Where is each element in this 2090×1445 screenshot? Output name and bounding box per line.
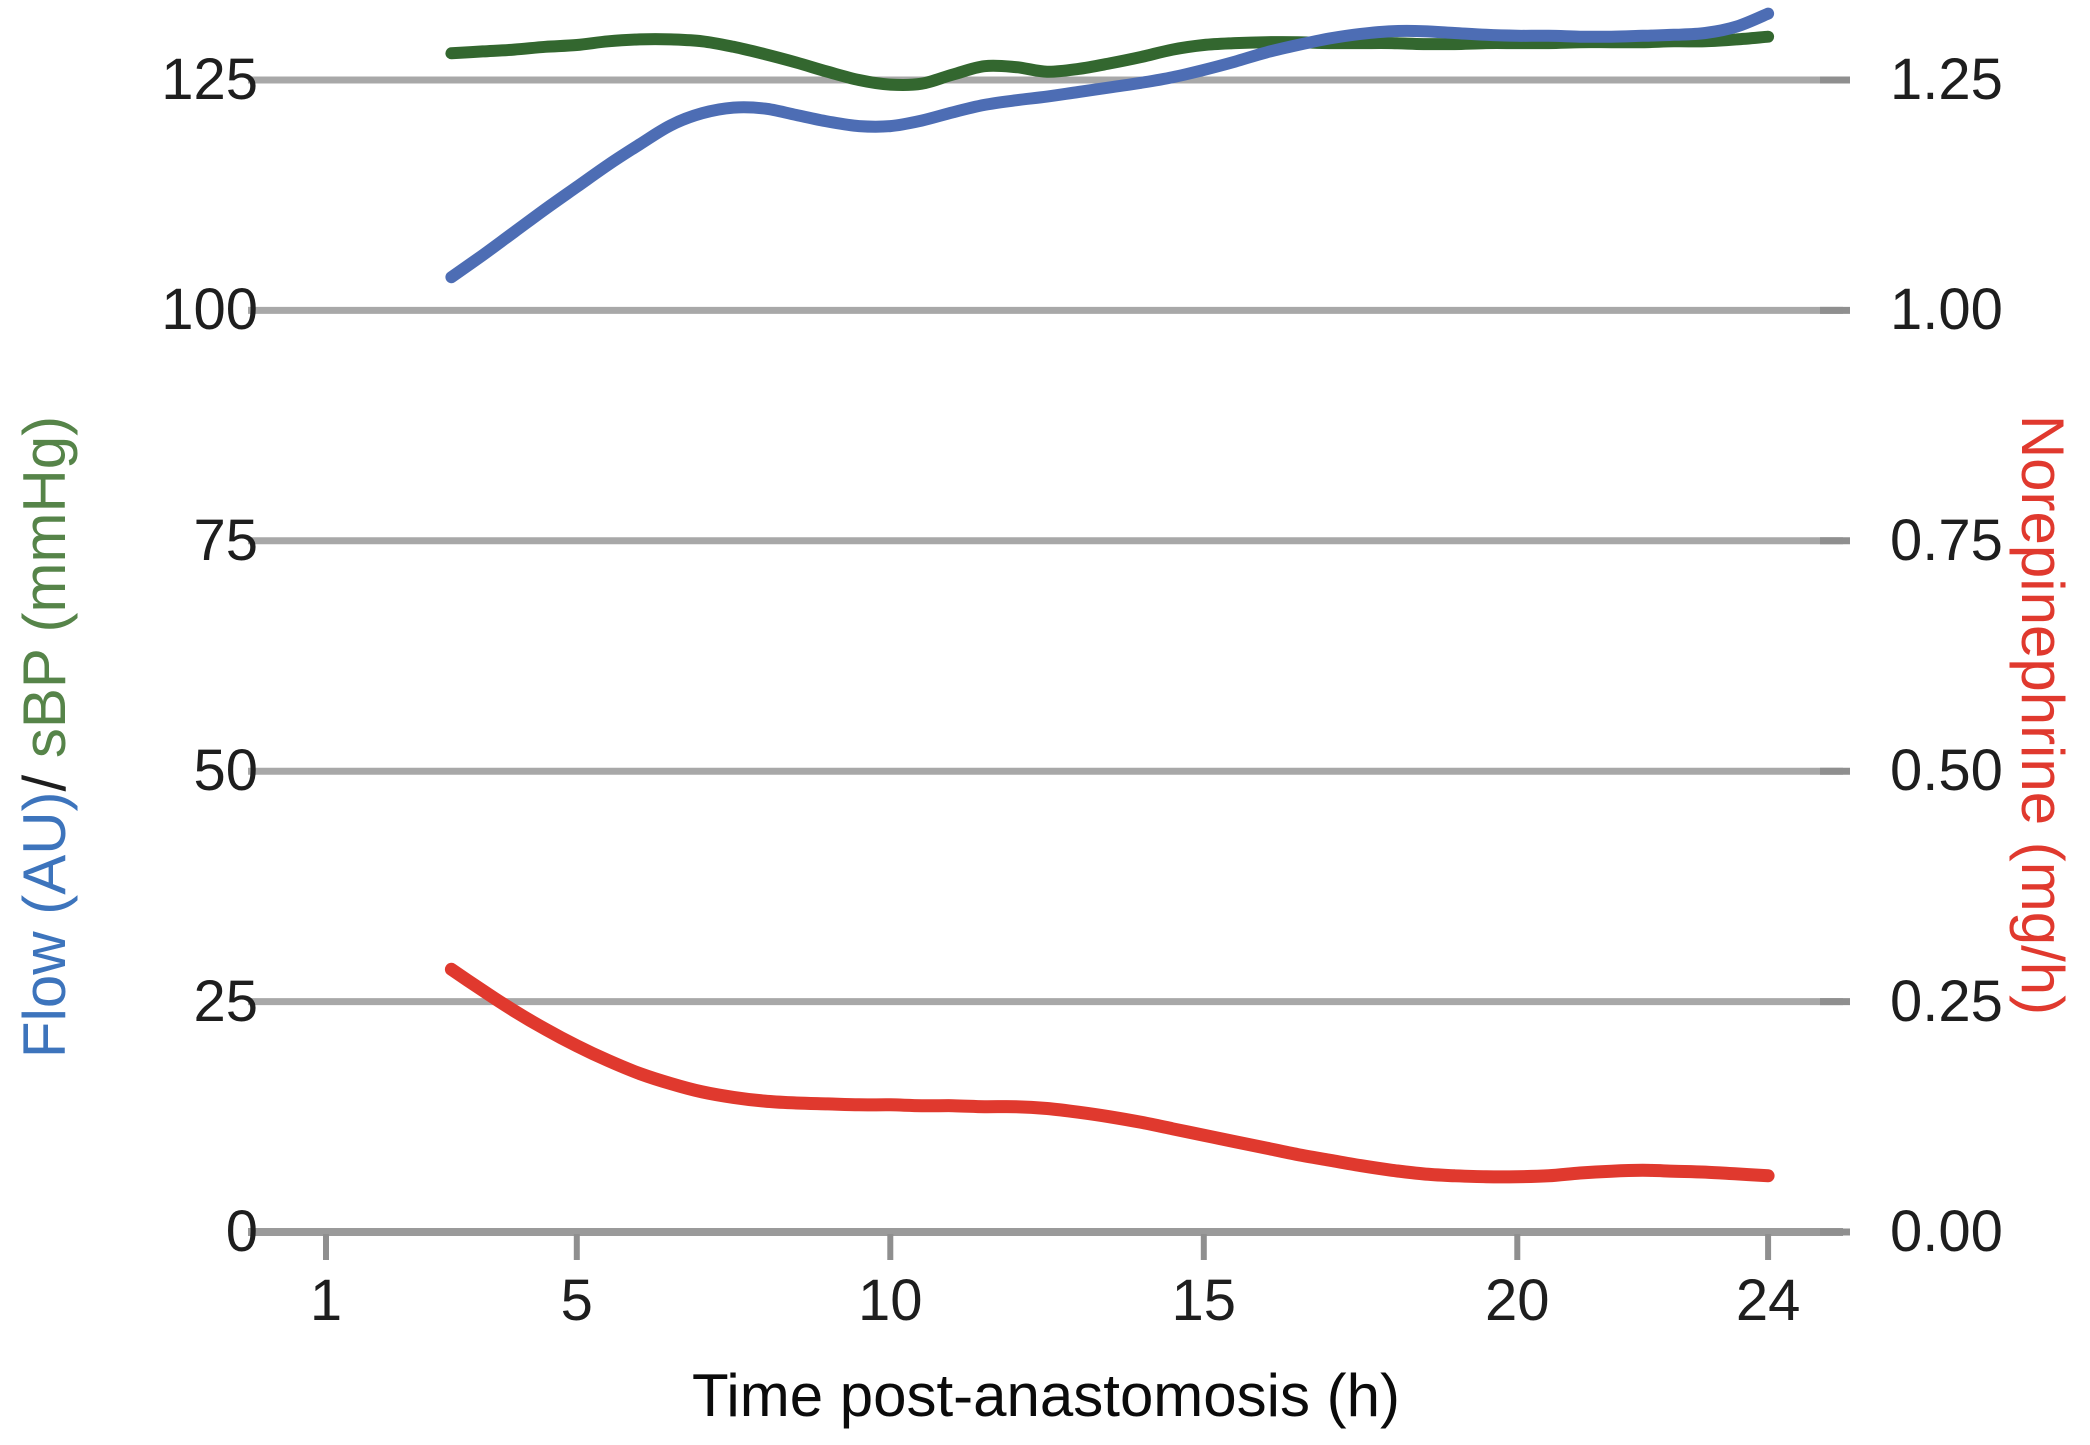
- y-left-title-flow-part: Flow (AU): [11, 791, 78, 1059]
- x-tick-label: 20: [1485, 1268, 1550, 1333]
- y-left-tick-label: 0: [225, 1199, 258, 1264]
- y-right-tick-label: 0.25: [1890, 968, 2003, 1034]
- x-axis-title: Time post-anastomosis (h): [692, 1362, 1400, 1429]
- y-left-tick-label: 25: [193, 968, 258, 1034]
- x-tick-label: 15: [1171, 1268, 1237, 1333]
- y-right-tick-label: 0.75: [1890, 507, 2003, 573]
- y-left-tick-label: 125: [161, 47, 258, 112]
- y-left-tick-label: 75: [193, 507, 258, 573]
- y-axis-right-title: Norepinephrine (mg/h): [2009, 414, 2076, 1016]
- x-tick-label: 5: [560, 1268, 593, 1333]
- series-line-sbp-mmhg: [445, 30, 1775, 92]
- x-tick-label: 24: [1735, 1268, 1801, 1333]
- y-left-tick-label: 50: [193, 738, 258, 804]
- y-left-title-slash: /: [11, 774, 78, 792]
- y-left-title-sbp-part: sBP (mmHg): [11, 415, 78, 775]
- x-tick-label: 1: [309, 1268, 343, 1333]
- y-right-tick-label: 1.00: [1890, 277, 2003, 343]
- y-right-tick-label: 1.25: [1890, 47, 2003, 112]
- y-right-tick-label: 0.00: [1890, 1199, 2003, 1264]
- series-line-flow-au: [445, 7, 1775, 284]
- y-left-tick-label: 100: [161, 277, 258, 343]
- series-line-norepinephrine-mg-h: [444, 962, 1775, 1184]
- y-axis-left-title: Flow (AU)/ sBP (mmHg): [11, 416, 78, 1058]
- x-tick-label: 10: [858, 1268, 923, 1333]
- y-right-tick-label: 0.50: [1890, 738, 2003, 804]
